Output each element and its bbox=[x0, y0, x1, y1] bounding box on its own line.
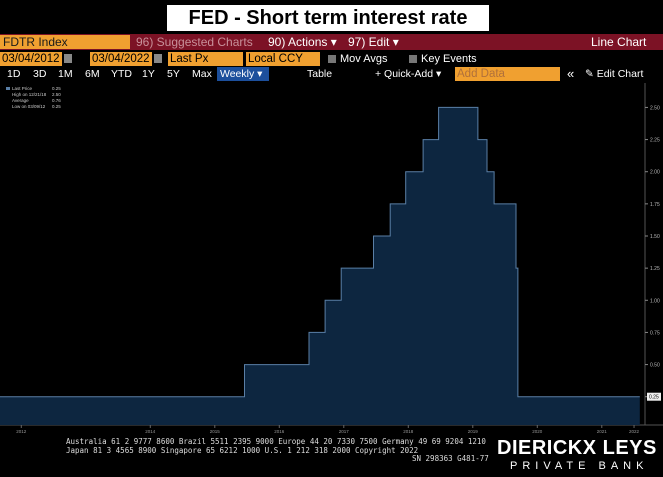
legend-stat-value: 0.76 bbox=[52, 98, 61, 103]
frequency-select[interactable]: Weekly ▾ bbox=[217, 67, 269, 81]
checkbox[interactable] bbox=[409, 55, 417, 63]
period-button[interactable]: 5Y bbox=[167, 68, 180, 80]
edit-chart-button[interactable]: ✎ Edit Chart bbox=[585, 68, 644, 80]
legend-swatch bbox=[6, 87, 10, 90]
checkbox[interactable] bbox=[328, 55, 336, 63]
calendar-icon[interactable] bbox=[64, 54, 72, 63]
x-tick-label: 2021 bbox=[597, 429, 608, 434]
x-tick-label: 2017 bbox=[339, 429, 350, 434]
legend-stat-label: High on 12/21/18 bbox=[12, 92, 47, 97]
x-tick-label: 2016 bbox=[274, 429, 285, 434]
menu-bar: FDTR Index 96) Suggested Charts 90) Acti… bbox=[0, 34, 663, 50]
chart: 0.25 0.50 0.75 1.00 1.25 1.50 1.75 2.00 2.25 2.50… bbox=[0, 83, 663, 434]
period-button[interactable]: 1D bbox=[7, 68, 21, 80]
quick-add-button[interactable]: + Quick-Add ▾ bbox=[375, 68, 442, 80]
menu-item[interactable]: 96) Suggested Charts bbox=[136, 35, 253, 49]
y-tick-label: 1.00 bbox=[650, 298, 660, 304]
x-tick-label: 2019 bbox=[468, 429, 479, 434]
y-tick-label: 1.50 bbox=[650, 234, 660, 240]
y-tick-label: 2.25 bbox=[650, 138, 660, 144]
y-tick-label: 0.50 bbox=[650, 363, 660, 369]
period-button[interactable]: 1Y bbox=[142, 68, 155, 80]
menu-item[interactable]: 97) Edit ▾ bbox=[348, 35, 399, 49]
period-button[interactable]: 3D bbox=[33, 68, 47, 80]
period-button[interactable]: 1M bbox=[58, 68, 73, 80]
legend-stat-value: 0.25 bbox=[52, 104, 61, 109]
collapse-button[interactable]: « bbox=[567, 66, 575, 81]
settings-bar: 03/04/2012 03/04/2022 Last Px Local CCY … bbox=[0, 51, 663, 67]
line bbox=[0, 106, 640, 398]
end-date[interactable]: 03/04/2022 bbox=[90, 52, 152, 66]
currency-select[interactable]: Local CCY bbox=[246, 52, 320, 66]
view-label: Line Chart bbox=[591, 35, 647, 49]
x-tick-label: 2014 bbox=[145, 429, 156, 434]
last-price-label: 0.25 bbox=[649, 395, 659, 401]
legend-stat-value: 2.50 bbox=[52, 92, 61, 97]
legend-entry: Last Price bbox=[12, 86, 33, 91]
period-bar: 1D 3D 1M 6M YTD 1Y 5Y Max Weekly ▾ Table… bbox=[0, 66, 663, 82]
calendar-icon[interactable] bbox=[154, 54, 162, 63]
last-price-marker bbox=[647, 392, 661, 401]
area bbox=[0, 107, 640, 426]
x-tick-label: 2015 bbox=[210, 429, 221, 434]
period-button[interactable]: Max bbox=[192, 68, 212, 80]
logo: DIERICKX LEYS bbox=[497, 437, 657, 459]
option[interactable]: Mov Avgs bbox=[340, 53, 388, 65]
legend-stat-label: Low on 03/09/12 bbox=[12, 104, 46, 109]
logo-subtitle: PRIVATE BANK bbox=[510, 460, 649, 472]
y-tick-label: 1.25 bbox=[650, 266, 660, 272]
footer-text: Japan 81 3 4565 8900 Singapore 65 6212 1… bbox=[66, 446, 419, 455]
ticker[interactable]: FDTR Index bbox=[0, 35, 130, 49]
footer-text: SN 298363 G481-77 bbox=[412, 454, 489, 463]
start-date[interactable]: 03/04/2012 bbox=[0, 52, 62, 66]
period-button[interactable]: 6M bbox=[85, 68, 100, 80]
y-tick-label: 0.75 bbox=[650, 330, 660, 336]
x-tick-label: 2020 bbox=[532, 429, 543, 434]
period-button[interactable]: YTD bbox=[111, 68, 132, 80]
add-data-input[interactable]: Add Data bbox=[455, 67, 560, 81]
x-tick-label: 2018 bbox=[403, 429, 414, 434]
title: FED - Short term interest rate bbox=[167, 5, 489, 31]
field-select[interactable]: Last Px bbox=[168, 52, 243, 66]
menu-item[interactable]: 90) Actions ▾ bbox=[268, 35, 337, 49]
x-tick-label: 2012 bbox=[16, 429, 27, 434]
footer-text: Australia 61 2 9777 8600 Brazil 5511 239… bbox=[66, 437, 486, 446]
table-button[interactable]: Table bbox=[307, 68, 333, 80]
y-tick-label: 1.75 bbox=[650, 202, 660, 208]
y-tick-label: 2.00 bbox=[650, 170, 660, 176]
option[interactable]: Key Events bbox=[421, 53, 477, 65]
x-tick-label: 2022 bbox=[629, 429, 640, 434]
legend-stat-label: Average bbox=[12, 98, 29, 103]
legend-value: 0.25 bbox=[52, 86, 61, 91]
y-tick-label: 2.50 bbox=[650, 105, 660, 111]
